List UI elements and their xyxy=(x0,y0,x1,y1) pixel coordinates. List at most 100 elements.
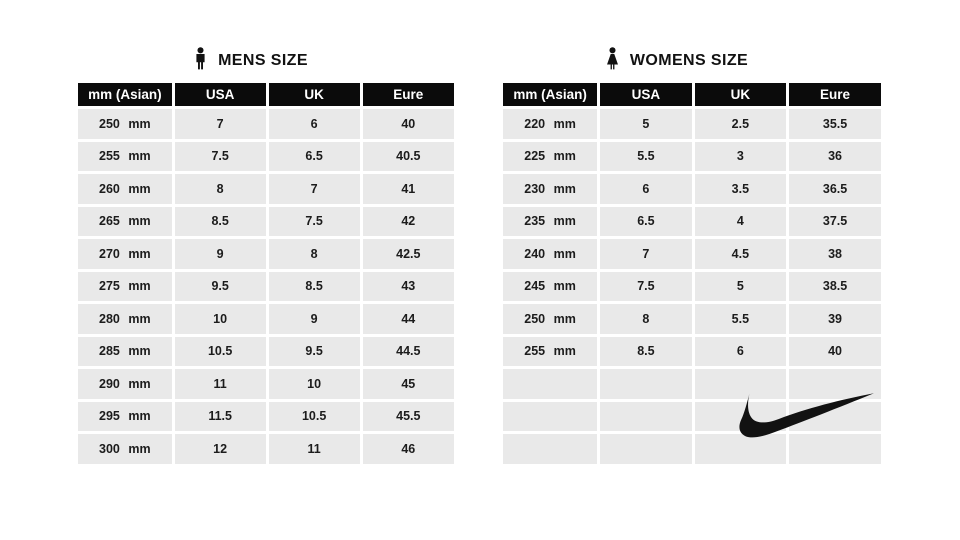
mens-size-title: MENS SIZE xyxy=(218,52,308,69)
size-cell: 7 xyxy=(265,171,363,207)
womens-size-title-row: WOMENS SIZE xyxy=(484,42,868,80)
size-cell: 6.5 xyxy=(597,203,695,239)
mm-size-cell: 255 mm xyxy=(75,138,175,174)
mm-size-cell: 235 mm xyxy=(499,203,601,239)
mm-size-cell: 265 mm xyxy=(75,203,175,239)
size-cell: 35.5 xyxy=(786,106,884,142)
table-row: 295 mm 11.5 10.5 45.5 xyxy=(75,398,458,434)
size-cell: 5.5 xyxy=(597,138,695,174)
mm-size-cell: 270 mm xyxy=(75,236,175,272)
size-cell: 8.5 xyxy=(597,333,695,369)
size-cell: 6.5 xyxy=(265,138,363,174)
size-cell: 9 xyxy=(171,236,269,272)
mm-size-cell: 280 mm xyxy=(75,301,175,337)
size-cell: 6 xyxy=(597,171,695,207)
table-row: 220 mm 5 2.5 35.5 xyxy=(499,106,884,142)
size-cell: 12 xyxy=(171,431,269,467)
womens-size-title: WOMENS SIZE xyxy=(629,52,749,69)
size-cell: 6 xyxy=(265,106,363,142)
column-header: Eure xyxy=(786,80,884,109)
size-cell: 10 xyxy=(171,301,269,337)
table-row: 225 mm 5.5 3 36 xyxy=(499,138,884,174)
size-cell: 11 xyxy=(265,431,363,467)
size-cell: 3.5 xyxy=(691,171,790,207)
size-cell: 37.5 xyxy=(786,203,884,239)
table-row: 275 mm 9.5 8.5 43 xyxy=(75,268,458,304)
size-cell: 2.5 xyxy=(691,106,790,142)
column-header: mm (Asian) xyxy=(75,80,175,109)
size-cell: 38 xyxy=(786,236,884,272)
size-cell: 6 xyxy=(691,333,790,369)
mm-size-cell: 255 mm xyxy=(499,333,601,369)
header-row: mm (Asian) USA UK Eure xyxy=(499,80,884,109)
mm-size-cell: 245 mm xyxy=(499,268,601,304)
size-cell: 8 xyxy=(171,171,269,207)
empty-cell xyxy=(499,366,601,402)
empty-cell xyxy=(499,398,601,434)
size-cell: 39 xyxy=(786,301,884,337)
mens-size-title-row: MENS SIZE xyxy=(59,42,441,80)
size-cell: 5.5 xyxy=(691,301,790,337)
table-row: 265 mm 8.5 7.5 42 xyxy=(75,203,458,239)
size-cell: 40 xyxy=(786,333,884,369)
size-cell: 10.5 xyxy=(171,333,269,369)
size-cell: 10.5 xyxy=(265,398,363,434)
size-cell: 3 xyxy=(691,138,790,174)
size-cell: 9 xyxy=(265,301,363,337)
size-cell: 44.5 xyxy=(359,333,458,369)
mm-size-cell: 275 mm xyxy=(75,268,175,304)
mm-size-cell: 250 mm xyxy=(75,106,175,142)
empty-cell xyxy=(786,366,884,402)
mm-size-cell: 290 mm xyxy=(75,366,175,402)
mm-size-cell: 240 mm xyxy=(499,236,601,272)
size-cell: 10 xyxy=(265,366,363,402)
table-row: 260 mm 8 7 41 xyxy=(75,171,458,207)
column-header: USA xyxy=(597,80,695,109)
empty-cell xyxy=(691,431,790,467)
size-cell: 7.5 xyxy=(597,268,695,304)
mm-size-cell: 295 mm xyxy=(75,398,175,434)
size-cell: 7 xyxy=(171,106,269,142)
size-cell: 8.5 xyxy=(265,268,363,304)
size-cell: 5 xyxy=(691,268,790,304)
column-header: UK xyxy=(691,80,790,109)
table-row: 280 mm 10 9 44 xyxy=(75,301,458,337)
woman-icon xyxy=(606,46,618,69)
empty-row xyxy=(499,366,884,402)
table-row: 235 mm 6.5 4 37.5 xyxy=(499,203,884,239)
size-cell: 8 xyxy=(597,301,695,337)
size-cell: 40 xyxy=(359,106,458,142)
size-cell: 4 xyxy=(691,203,790,239)
table-row: 300 mm 12 11 46 xyxy=(75,431,458,467)
table-row: 240 mm 7 4.5 38 xyxy=(499,236,884,272)
size-cell: 41 xyxy=(359,171,458,207)
header-row: mm (Asian) USA UK Eure xyxy=(75,80,458,109)
table-row: 290 mm 11 10 45 xyxy=(75,366,458,402)
womens-size-table: mm (Asian) USA UK Eure 220 mm 5 2.5 35.5 225 mm… xyxy=(499,80,884,467)
empty-cell xyxy=(597,398,695,434)
size-cell: 7 xyxy=(597,236,695,272)
table-row: 255 mm 8.5 6 40 xyxy=(499,333,884,369)
empty-row xyxy=(499,431,884,467)
womens-size-section: WOMENS SIZE mm (Asian) USA UK Eure 220 mm 5 2… xyxy=(499,42,884,467)
empty-cell xyxy=(786,431,884,467)
size-cell: 45.5 xyxy=(359,398,458,434)
table-row: 250 mm 8 5.5 39 xyxy=(499,301,884,337)
size-cell: 11 xyxy=(171,366,269,402)
table-row: 285 mm 10.5 9.5 44.5 xyxy=(75,333,458,369)
size-cell: 42.5 xyxy=(359,236,458,272)
size-cell: 43 xyxy=(359,268,458,304)
empty-row xyxy=(499,398,884,434)
size-cell: 7.5 xyxy=(171,138,269,174)
mm-size-cell: 250 mm xyxy=(499,301,601,337)
mens-size-section: MENS SIZE mm (Asian) USA UK Eure 250 mm 7 6 40… xyxy=(75,42,458,467)
man-icon xyxy=(196,46,205,69)
empty-cell xyxy=(691,366,790,402)
size-cell: 5 xyxy=(597,106,695,142)
size-cell: 42 xyxy=(359,203,458,239)
size-cell: 11.5 xyxy=(171,398,269,434)
empty-cell xyxy=(499,431,601,467)
table-row: 230 mm 6 3.5 36.5 xyxy=(499,171,884,207)
mm-size-cell: 300 mm xyxy=(75,431,175,467)
mm-size-cell: 220 mm xyxy=(499,106,601,142)
